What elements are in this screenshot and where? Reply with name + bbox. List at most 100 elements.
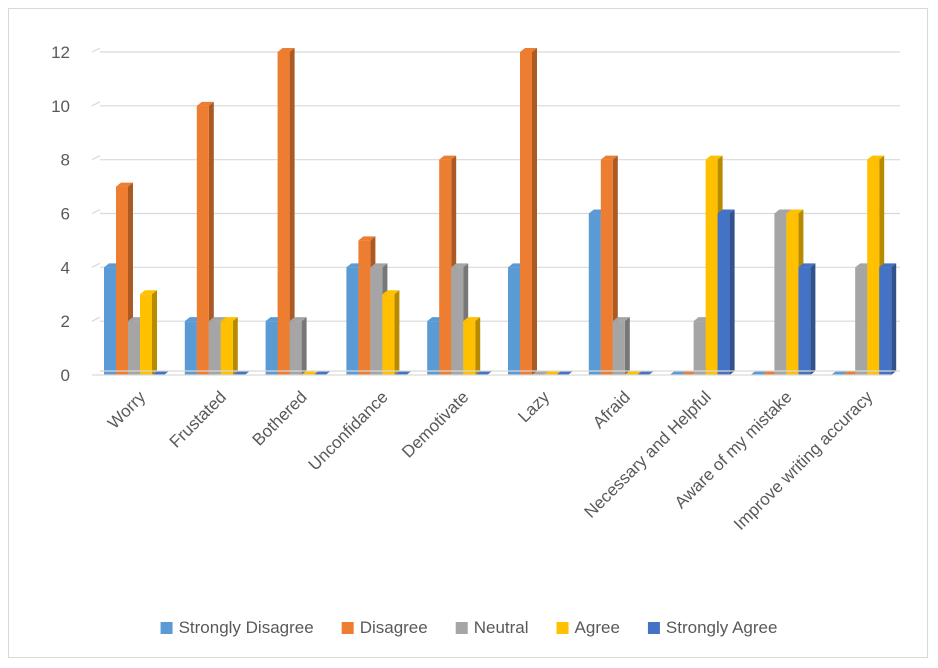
bar-top	[532, 371, 549, 375]
bar-front	[879, 267, 892, 375]
gridline-depth	[91, 316, 101, 322]
bar-side	[810, 263, 816, 375]
bar-side	[208, 101, 214, 375]
bar-top	[556, 371, 573, 375]
bar-top	[475, 371, 493, 375]
bar-front	[208, 321, 221, 375]
legend-swatch	[647, 622, 660, 634]
bar	[232, 371, 250, 375]
bar-top	[717, 209, 735, 214]
bar-top	[544, 371, 561, 375]
bar	[798, 263, 816, 375]
bar-top	[208, 317, 226, 322]
legend-swatch	[556, 622, 569, 634]
x-axis	[92, 370, 900, 376]
bar-front	[600, 159, 613, 375]
bar-front	[463, 321, 476, 375]
bar-top	[301, 371, 319, 375]
bar-front	[693, 321, 706, 375]
bar-front	[346, 267, 359, 375]
bar-side	[891, 263, 897, 375]
bar-top	[750, 371, 768, 375]
legend-swatch	[160, 622, 173, 634]
bar-top	[600, 155, 618, 160]
bar	[277, 48, 295, 375]
bar-front	[451, 267, 464, 375]
legend-label: Strongly Disagree	[179, 618, 314, 637]
bar-front	[382, 294, 395, 375]
bar	[831, 371, 849, 375]
bar-side	[624, 317, 630, 375]
bar	[475, 371, 493, 375]
legend: Strongly Disagree Disagree Neutral Agree Str…	[160, 618, 777, 637]
bar-side	[301, 317, 307, 375]
bar-front	[184, 321, 197, 375]
bar-front	[867, 159, 880, 375]
y-axis-ticks: 0 2 4 6 8 10 12	[51, 43, 70, 385]
bar-top	[289, 317, 307, 322]
bar-top	[463, 317, 481, 322]
bar-side	[394, 290, 400, 375]
bar-top	[394, 371, 412, 375]
bar-top	[879, 263, 897, 268]
bar-front	[104, 267, 116, 375]
bar	[382, 290, 400, 375]
bar-front	[277, 52, 290, 375]
bar-top	[277, 48, 295, 52]
bar	[532, 371, 549, 375]
bar-top	[220, 317, 238, 322]
gridline-depth	[91, 208, 101, 215]
bar-top	[313, 371, 331, 375]
category-label: Worry	[104, 387, 150, 433]
legend-swatch	[455, 622, 468, 634]
bar-top	[705, 155, 723, 160]
bar-front	[289, 321, 302, 375]
bar-top	[152, 371, 169, 375]
y-tick-label: 6	[61, 205, 70, 224]
bar-front	[774, 213, 787, 375]
bar-top	[774, 209, 792, 214]
bar-top	[624, 371, 642, 375]
bar-front	[612, 321, 625, 375]
bar	[669, 371, 687, 375]
bar-top	[612, 317, 630, 322]
bar	[636, 371, 654, 375]
bar	[624, 371, 642, 375]
bar-top	[786, 209, 804, 214]
bar-top	[669, 371, 687, 375]
bar	[879, 263, 897, 375]
bar	[152, 371, 169, 375]
bar-front	[196, 105, 209, 375]
legend-label: Disagree	[360, 618, 428, 637]
bar-front	[427, 321, 440, 375]
bar-front	[705, 159, 718, 375]
bar-top	[451, 263, 469, 268]
bar-front	[358, 240, 371, 375]
bar-front	[140, 294, 152, 375]
bar-front	[520, 52, 532, 375]
legend-label: Neutral	[474, 618, 529, 637]
y-tick-label: 4	[61, 258, 70, 277]
legend-item: Strongly Agree	[647, 618, 777, 637]
legend-item: Neutral	[455, 618, 529, 637]
bar	[394, 371, 412, 375]
bar-front	[220, 321, 233, 375]
bar	[750, 371, 768, 375]
legend-swatch	[341, 622, 354, 634]
bar	[140, 290, 157, 375]
bar-front	[786, 213, 799, 375]
bar-front	[717, 213, 730, 375]
legend-item: Agree	[556, 618, 620, 637]
gridline-depth	[91, 47, 101, 53]
bar-top	[867, 155, 885, 160]
y-tick-label: 10	[51, 97, 70, 116]
bar-top	[520, 48, 537, 52]
bar-top	[370, 263, 388, 268]
category-label: Frustated	[166, 387, 230, 451]
category-label: Lazy	[514, 387, 553, 426]
bar	[196, 101, 214, 375]
bar-top	[196, 101, 214, 106]
bar	[289, 317, 307, 375]
bar-front	[508, 267, 520, 375]
